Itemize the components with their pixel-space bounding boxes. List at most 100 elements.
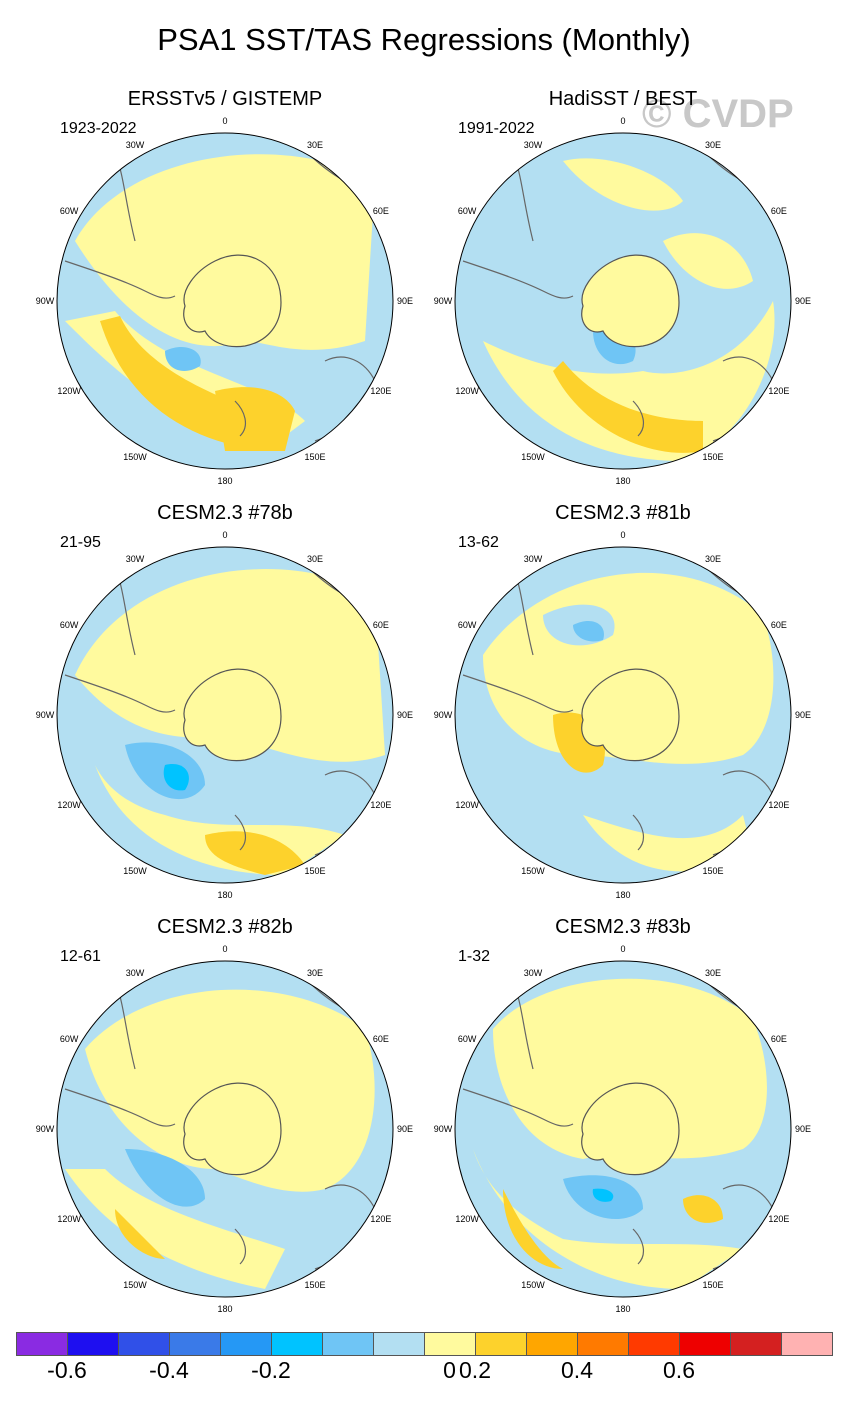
antarctica-coastline <box>581 254 680 348</box>
colorbar-tick-label: -0.2 <box>251 1357 291 1383</box>
colorbar-segment <box>628 1332 680 1356</box>
map-border <box>56 960 394 1298</box>
regression-contour <box>573 620 604 642</box>
map-border <box>56 132 394 470</box>
longitude-label: 120W <box>455 1214 479 1224</box>
colorbar-segment <box>679 1332 731 1356</box>
regression-contour <box>583 815 753 872</box>
longitude-label: 60E <box>373 1034 389 1044</box>
longitude-label: 180 <box>615 890 630 900</box>
colorbar-tick-label: -0.4 <box>149 1357 189 1383</box>
regression-contour <box>163 764 189 791</box>
panel-title: CESM2.3 #83b <box>555 916 691 938</box>
longitude-label: 60W <box>60 620 79 630</box>
longitude-label: 120E <box>768 386 789 396</box>
antarctica-coastline <box>581 1082 680 1176</box>
coastline <box>462 260 574 299</box>
regression-contour <box>205 831 305 875</box>
longitude-label: 180 <box>217 476 232 486</box>
regression-contour <box>493 978 767 1159</box>
polar-map: 0 30E 60E 90E 120E 150E 180 150W 120W 90W 60W 30W <box>36 944 413 1314</box>
colorbar-segment <box>577 1332 629 1356</box>
longitude-label: 60E <box>771 620 787 630</box>
longitude-label: 30W <box>126 968 145 978</box>
longitude-label: 30E <box>307 968 323 978</box>
colorbar-segment <box>271 1332 323 1356</box>
map-panel: HadiSST / BEST 1991-2022 0 30E 60E 90E 120E 150… <box>428 88 818 488</box>
longitude-label: 30W <box>126 140 145 150</box>
longitude-label: 90W <box>434 1124 453 1134</box>
longitude-label: 0 <box>222 530 227 540</box>
coastline <box>234 400 247 437</box>
colorbar-segment <box>220 1332 272 1356</box>
longitude-label: 150E <box>702 866 723 876</box>
regression-contour <box>215 387 295 451</box>
longitude-label: 120E <box>370 386 391 396</box>
longitude-label: 120E <box>370 800 391 810</box>
panel-title: CESM2.3 #82b <box>157 916 293 938</box>
panel-years: 21-95 <box>60 534 101 551</box>
longitude-label: 120W <box>57 800 81 810</box>
longitude-label: 120E <box>768 800 789 810</box>
figure-title: PSA1 SST/TAS Regressions (Monthly) <box>157 22 691 57</box>
longitude-label: 30E <box>307 140 323 150</box>
regression-contour <box>75 569 385 762</box>
coastline <box>234 1228 247 1265</box>
longitude-label: 60W <box>60 206 79 216</box>
longitude-label: 180 <box>615 476 630 486</box>
longitude-label: 150W <box>521 1280 545 1290</box>
panel-years: 12-61 <box>60 948 101 965</box>
colorbar-segment <box>730 1332 782 1356</box>
longitude-label: 30E <box>705 140 721 150</box>
colorbar-segment <box>475 1332 527 1356</box>
colorbar-tick-label: 0.6 <box>663 1357 695 1383</box>
longitude-label: 90W <box>434 710 453 720</box>
coastline <box>234 814 247 851</box>
coastline <box>632 1228 645 1265</box>
panel-title: HadiSST / BEST <box>548 88 698 110</box>
longitude-label: 90E <box>795 296 811 306</box>
longitude-label: 30W <box>126 554 145 564</box>
coastline <box>632 400 645 437</box>
panel-title: CESM2.3 #81b <box>555 502 691 524</box>
map-border <box>56 546 394 884</box>
regression-contour <box>503 1189 563 1269</box>
longitude-label: 150E <box>702 1280 723 1290</box>
longitude-label: 150E <box>304 1280 325 1290</box>
antarctica-coastline <box>581 668 680 762</box>
colorbar-tick-label: 0 <box>443 1357 456 1383</box>
regression-contour <box>563 158 683 211</box>
regression-contour <box>115 1209 165 1259</box>
longitude-label: 120W <box>455 386 479 396</box>
coastline <box>64 674 176 713</box>
regression-contour <box>125 1149 205 1207</box>
polar-map: 0 30E 60E 90E 120E 150E 180 150W 120W 90W 60W 30W <box>434 944 811 1314</box>
longitude-label: 30W <box>524 968 543 978</box>
longitude-label: 90E <box>795 710 811 720</box>
colorbar-tick-label: -0.6 <box>47 1357 87 1383</box>
longitude-label: 180 <box>615 1304 630 1314</box>
longitude-label: 150W <box>521 866 545 876</box>
longitude-label: 60W <box>458 206 477 216</box>
regression-contour <box>663 233 753 289</box>
panel-years: 1991-2022 <box>458 120 535 137</box>
watermark: © CVDP <box>642 92 794 136</box>
map-border <box>454 546 792 884</box>
regression-contour <box>592 1188 614 1202</box>
regression-contour <box>65 1169 285 1289</box>
longitude-label: 90E <box>397 296 413 306</box>
longitude-label: 0 <box>620 944 625 954</box>
longitude-label: 120E <box>768 1214 789 1224</box>
longitude-label: 150W <box>123 452 147 462</box>
longitude-label: 30E <box>705 554 721 564</box>
longitude-label: 0 <box>620 530 625 540</box>
regression-contour <box>473 1149 743 1289</box>
longitude-label: 30W <box>524 140 543 150</box>
polar-map: 0 30E 60E 90E 120E 150E 180 150W 120W 90W 60W 30W <box>36 116 413 486</box>
longitude-label: 60W <box>458 1034 477 1044</box>
regression-contour <box>75 154 375 350</box>
longitude-label: 120W <box>455 800 479 810</box>
regression-contour <box>165 346 201 371</box>
colorbar-segment <box>169 1332 221 1356</box>
colorbar-tick-label: 0.4 <box>561 1357 593 1383</box>
